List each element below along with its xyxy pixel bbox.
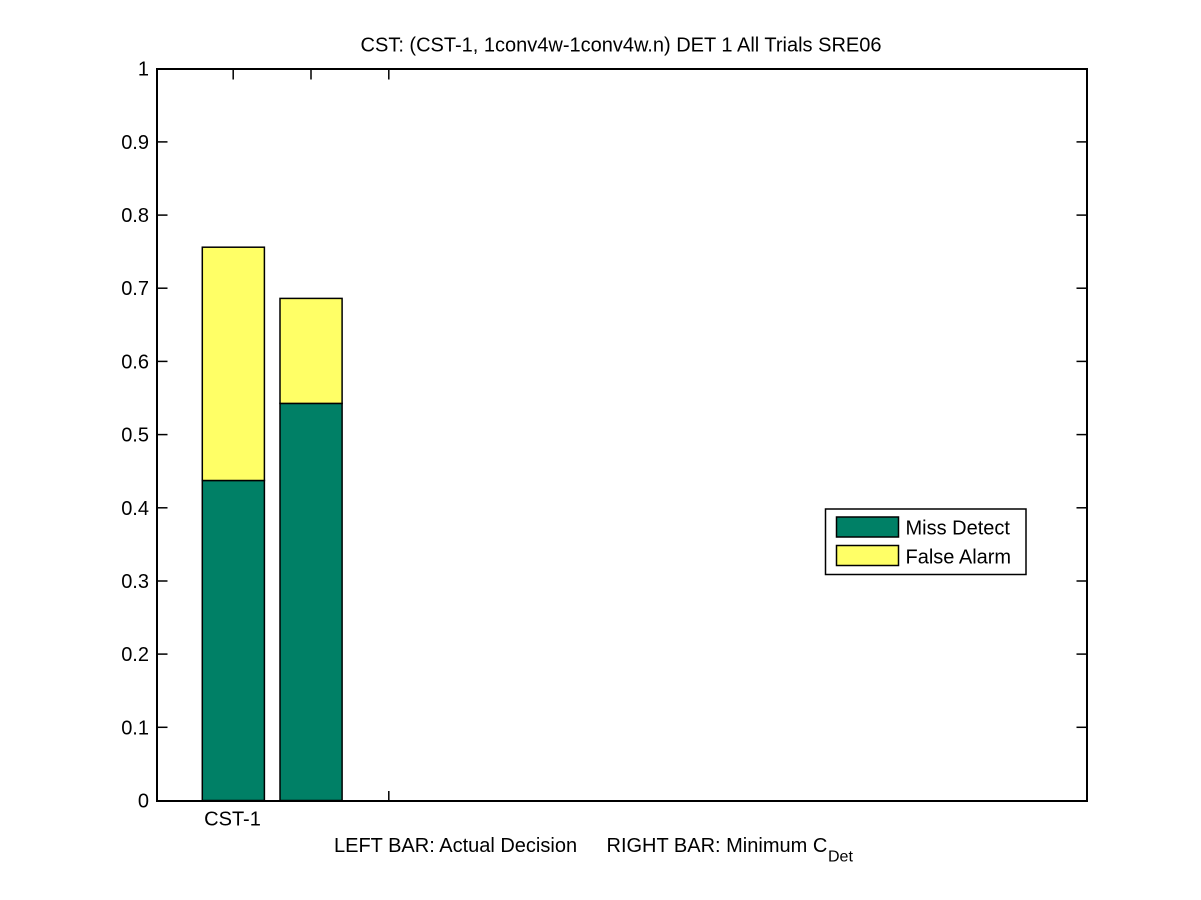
svg-text:Det: Det xyxy=(828,849,853,866)
svg-text:RIGHT BAR: Minimum C: RIGHT BAR: Minimum C xyxy=(607,835,828,857)
svg-text:1: 1 xyxy=(138,59,149,81)
svg-text:LEFT BAR: Actual Decision: LEFT BAR: Actual Decision xyxy=(334,835,577,857)
svg-text:0.9: 0.9 xyxy=(121,132,149,154)
svg-text:False Alarm: False Alarm xyxy=(906,547,1012,569)
svg-text:0.7: 0.7 xyxy=(121,278,149,300)
svg-text:0.3: 0.3 xyxy=(121,571,149,593)
svg-text:0.6: 0.6 xyxy=(121,351,149,373)
svg-text:0.8: 0.8 xyxy=(121,205,149,227)
svg-text:0.5: 0.5 xyxy=(121,425,149,447)
svg-text:Miss Detect: Miss Detect xyxy=(906,518,1011,540)
svg-text:0.1: 0.1 xyxy=(121,717,149,739)
svg-text:0.4: 0.4 xyxy=(121,498,149,520)
svg-text:0: 0 xyxy=(138,791,149,813)
svg-text:CST-1: CST-1 xyxy=(204,809,261,831)
svg-text:0.2: 0.2 xyxy=(121,644,149,666)
svg-text:CST: (CST-1, 1conv4w-1conv4w.n: CST: (CST-1, 1conv4w-1conv4w.n) DET 1 Al… xyxy=(361,35,882,57)
